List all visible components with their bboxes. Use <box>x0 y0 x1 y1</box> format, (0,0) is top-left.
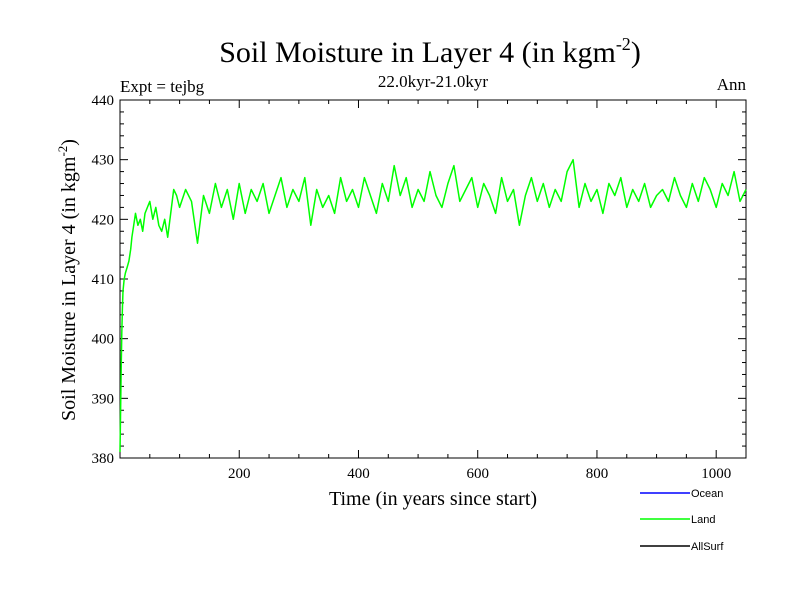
legend-label-allsurf: AllSurf <box>691 541 724 553</box>
y-tick-label: 390 <box>92 391 115 407</box>
y-tick-label: 380 <box>92 451 115 467</box>
y-tick-label: 400 <box>92 332 115 348</box>
series-layer <box>119 158 747 453</box>
legend-label-ocean: Ocean <box>691 488 723 500</box>
x-tick-label: 400 <box>347 466 370 482</box>
legend: Ocean Land AllSurf <box>640 488 724 553</box>
plot-frame <box>119 99 747 459</box>
experiment-label: Expt = tejbg <box>120 77 205 96</box>
legend-label-land: Land <box>691 514 715 526</box>
y-axis: 380 390 400 410 420 430 440 <box>92 93 746 467</box>
x-tick-label: 600 <box>466 466 489 482</box>
y-axis-label: Soil Moisture in Layer 4 (in kgm-2) <box>55 139 80 421</box>
x-axis: 200 400 600 800 1000 <box>149 100 731 482</box>
y-tick-label: 430 <box>92 153 115 169</box>
y-tick-label: 410 <box>92 272 115 288</box>
chart-title: Soil Moisture in Layer 4 (in kgm-2) <box>219 34 641 69</box>
y-tick-label: 420 <box>92 212 115 228</box>
chart-subtitle: 22.0kyr-21.0kyr <box>378 72 488 91</box>
x-tick-label: 200 <box>228 466 251 482</box>
x-tick-label: 800 <box>586 466 609 482</box>
x-tick-label: 1000 <box>701 466 731 482</box>
x-axis-label: Time (in years since start) <box>329 488 537 510</box>
series-line-land <box>119 158 747 453</box>
season-label: Ann <box>717 75 747 94</box>
y-tick-label: 440 <box>92 93 115 109</box>
